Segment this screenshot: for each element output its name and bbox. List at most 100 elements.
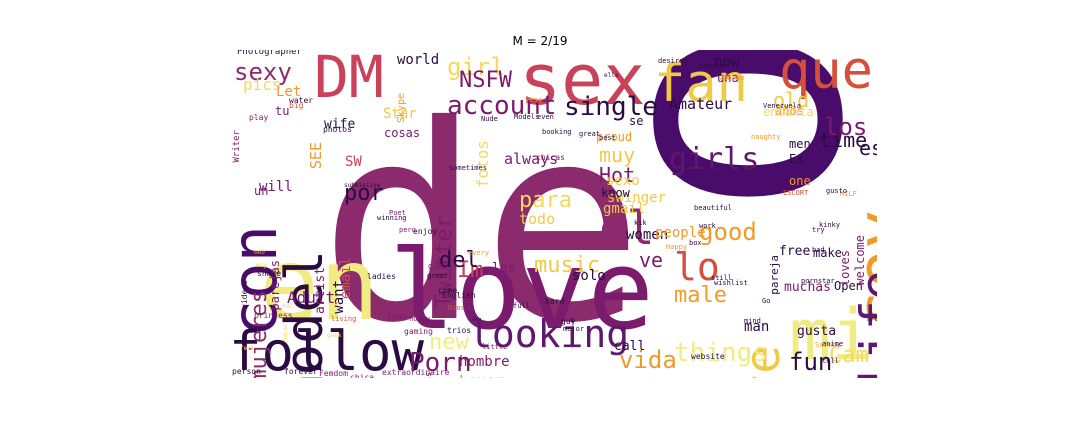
- cloud-word-water: water: [289, 96, 314, 105]
- cloud-word-un: un: [254, 184, 269, 198]
- cloud-word-kik: kik: [634, 219, 647, 227]
- cloud-word-great: great: [427, 272, 449, 280]
- cloud-word-now: now: [714, 54, 740, 70]
- cloud-word-naughty: naughty: [751, 133, 781, 141]
- cloud-word-girl: girl: [447, 53, 505, 81]
- cloud-word-sexy: sexy: [234, 58, 292, 86]
- cloud-word-every: every: [468, 249, 490, 257]
- cloud-word-english: English: [442, 291, 476, 300]
- cloud-word-box: box: [689, 239, 702, 247]
- cloud-word-camgirl: CamGirl: [428, 263, 458, 271]
- cloud-word-cosas: cosas: [384, 126, 421, 140]
- cloud-word-come: come: [438, 286, 458, 295]
- cloud-word-good: good: [699, 218, 757, 246]
- cloud-word-videos: videos: [240, 280, 249, 309]
- cloud-word-pics: pics: [243, 75, 282, 94]
- cloud-word-gusto: gusto: [826, 187, 848, 195]
- cloud-word-back: back: [249, 325, 266, 333]
- cloud-word-fitness: Fitness: [424, 372, 433, 378]
- cloud-word-hard: hard: [545, 297, 565, 306]
- cloud-word-may: may: [256, 262, 267, 269]
- cloud-word-sexo: sexo: [606, 173, 640, 189]
- cloud-word-im: Im: [457, 258, 484, 283]
- cloud-word-submissive: submissive: [344, 182, 381, 189]
- cloud-word-años: años: [775, 104, 804, 118]
- cloud-word-photos: photos: [323, 125, 352, 134]
- cloud-word-art: art: [867, 316, 877, 323]
- cloud-word-open: Open: [834, 279, 863, 293]
- cloud-word-las: las: [492, 261, 516, 276]
- cloud-word-adult: Adult: [287, 288, 336, 307]
- cloud-word-men: men: [789, 137, 811, 151]
- cloud-word-cuenta: cuenta: [699, 62, 725, 70]
- cloud-word-es: es: [859, 136, 877, 160]
- cloud-word-artist: artist: [313, 267, 328, 314]
- cloud-word-happy: Happy: [666, 243, 688, 251]
- cloud-word-star: Star: [383, 106, 417, 122]
- cloud-word-single: single: [564, 92, 658, 122]
- cloud-word-male: male: [674, 283, 727, 308]
- cloud-word-gusta: gusta: [797, 324, 837, 339]
- cloud-word-muy: muy: [599, 143, 636, 167]
- cloud-word-great: great: [579, 130, 601, 138]
- cloud-word-know: know: [601, 186, 630, 200]
- cloud-word-lo: lo: [674, 245, 720, 289]
- cloud-word-extraordinaire: extraordinaire: [382, 368, 450, 377]
- cloud-word-nsfw: NSFW: [459, 68, 512, 93]
- cloud-word-person: person: [232, 367, 261, 376]
- cloud-word-de: de: [319, 67, 645, 378]
- cloud-word-see: SEE: [307, 142, 325, 170]
- cloud-word-pareja: pareja: [768, 255, 781, 295]
- cloud-word-forever: forever: [284, 367, 318, 376]
- cloud-word-nude: Nude: [481, 115, 498, 123]
- cloud-word-safety: Safety: [815, 341, 841, 349]
- cloud-word-pero: pero: [399, 226, 416, 234]
- cloud-word-man: man: [744, 319, 770, 335]
- cloud-word-love: love: [389, 226, 654, 354]
- cloud-word-living: living: [331, 315, 357, 323]
- cloud-word-time: time: [819, 128, 868, 152]
- cloud-word-make: make: [813, 246, 842, 260]
- cloud-word-hacer: hacer: [282, 323, 289, 342]
- cloud-word-world: world: [397, 52, 440, 68]
- cloud-word-una: una: [717, 71, 739, 85]
- cloud-word-anime: anime: [822, 340, 844, 348]
- cloud-word-parejas: parejas: [268, 260, 282, 311]
- cloud-word-ladies: ladies: [367, 272, 396, 281]
- cloud-word-horny: horny: [409, 315, 431, 323]
- cloud-word-cam: Cam: [829, 343, 869, 368]
- cloud-word-photographer: Photographer: [237, 50, 303, 57]
- cloud-word-ex: Ex: [789, 152, 804, 166]
- cloud-word-swinger: swinger: [607, 190, 667, 206]
- cloud-word-amateur: Amateur: [669, 95, 733, 113]
- cloud-word-vida: vida: [619, 346, 677, 374]
- cloud-word-ella: ella: [604, 72, 619, 79]
- cloud-word-share: share: [257, 269, 282, 278]
- figure-title: M = 2/19: [512, 34, 568, 48]
- cloud-word-que: que: [779, 50, 873, 101]
- cloud-word-big: big: [289, 101, 304, 110]
- cloud-word-poet: Poet: [389, 209, 406, 217]
- cloud-word-wishlist: wishlist: [714, 279, 748, 287]
- cloud-word-enjoy: enjoy: [413, 227, 438, 236]
- cloud-word-desires: desires: [658, 57, 688, 65]
- cloud-word-play: play: [249, 113, 269, 122]
- cloud-word-guy: guy: [561, 317, 576, 326]
- cloud-word-follow: follow: [229, 320, 425, 379]
- cloud-word-little: little: [482, 343, 508, 351]
- cloud-word-kal: Kal: [283, 303, 294, 310]
- cloud-word-solo: solo: [572, 268, 606, 284]
- cloud-word-let: Let: [276, 84, 302, 100]
- cloud-word-best: best: [599, 134, 616, 142]
- cloud-word-webcam: webcam: [719, 74, 745, 82]
- cloud-word-beautiful: beautiful: [694, 204, 732, 212]
- cloud-word-chicas: chicas: [536, 153, 565, 162]
- cloud-word-go: Go: [762, 297, 771, 305]
- cloud-word-fan: fan: [654, 54, 748, 114]
- cloud-word-always: always: [504, 150, 559, 168]
- cloud-word-sean: sean: [387, 312, 407, 321]
- cloud-word-venezuela: Venezuela: [763, 102, 801, 110]
- cloud-word-wife: wife: [324, 117, 356, 132]
- cloud-word-del: del: [439, 248, 479, 273]
- cloud-word-models: Models: [514, 113, 540, 121]
